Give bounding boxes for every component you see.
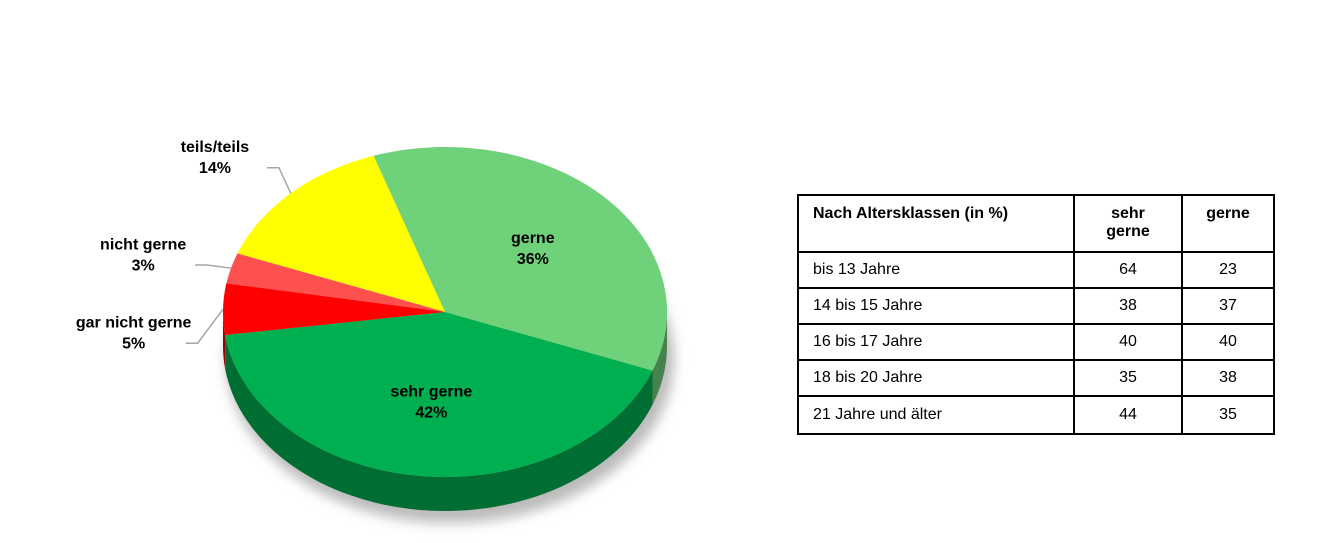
header-cell: gerne <box>1181 194 1275 253</box>
table-row: bis 13 Jahre 64 23 <box>797 251 1275 289</box>
slice-label: teils/teils <box>181 139 250 156</box>
table-cell: 16 bis 17 Jahre <box>797 323 1075 361</box>
slice-value-label: 42% <box>415 404 447 421</box>
slice-label: gerne <box>511 230 555 247</box>
table-cell: 21 Jahre und älter <box>797 395 1075 435</box>
slice-label: nicht gerne <box>100 236 186 253</box>
table-cell: 64 <box>1073 251 1183 289</box>
table-cell: 40 <box>1181 323 1275 361</box>
table-cell: bis 13 Jahre <box>797 251 1075 289</box>
leader-line <box>185 308 224 345</box>
slice <box>373 147 668 371</box>
slice-side <box>652 312 667 405</box>
table-cell: 37 <box>1181 287 1275 325</box>
table-cell: 38 <box>1181 359 1275 397</box>
table-cell: 35 <box>1073 359 1183 397</box>
table-cell: 38 <box>1073 287 1183 325</box>
slice <box>226 253 445 312</box>
table-row: 16 bis 17 Jahre 40 40 <box>797 323 1275 361</box>
leader-line <box>266 166 292 194</box>
table-body: bis 13 Jahre 64 23 14 bis 15 Jahre 38 37 16 bi… <box>797 251 1275 435</box>
table-row: 14 bis 15 Jahre 38 37 <box>797 287 1275 325</box>
slice <box>225 312 653 478</box>
header-row: Nach Altersklassen (in %) sehr gerne ger… <box>797 194 1275 253</box>
table-cell: 23 <box>1181 251 1275 289</box>
slice-value-label: 5% <box>122 335 145 352</box>
table-cell: 40 <box>1073 323 1183 361</box>
slice <box>223 283 445 335</box>
pie-chart: sehr gerne 42% gerne 36% teils/teils 14% nicht… <box>76 139 674 523</box>
slice-value-label: 36% <box>517 251 549 268</box>
table-cell: 35 <box>1181 395 1275 435</box>
slice-side <box>223 312 226 369</box>
slice-value-label: 3% <box>132 257 155 274</box>
header-cell: Nach Altersklassen (in %) <box>797 194 1075 253</box>
slice-label: sehr gerne <box>390 383 472 400</box>
table-cell: 18 bis 20 Jahre <box>797 359 1075 397</box>
header-cell: sehr gerne <box>1073 194 1183 253</box>
slice <box>237 155 445 312</box>
slice-side <box>225 334 653 512</box>
table-row: 18 bis 20 Jahre 35 38 <box>797 359 1275 397</box>
table-row: 21 Jahre und älter 44 35 <box>797 395 1275 435</box>
slice-value-label: 14% <box>199 160 231 177</box>
age-table: Nach Altersklassen (in %) sehr gerne ger… <box>797 194 1275 435</box>
leader-line <box>195 264 232 269</box>
table-cell: 44 <box>1073 395 1183 435</box>
table-cell: 14 bis 15 Jahre <box>797 287 1075 325</box>
slice-label: gar nicht gerne <box>76 314 192 331</box>
